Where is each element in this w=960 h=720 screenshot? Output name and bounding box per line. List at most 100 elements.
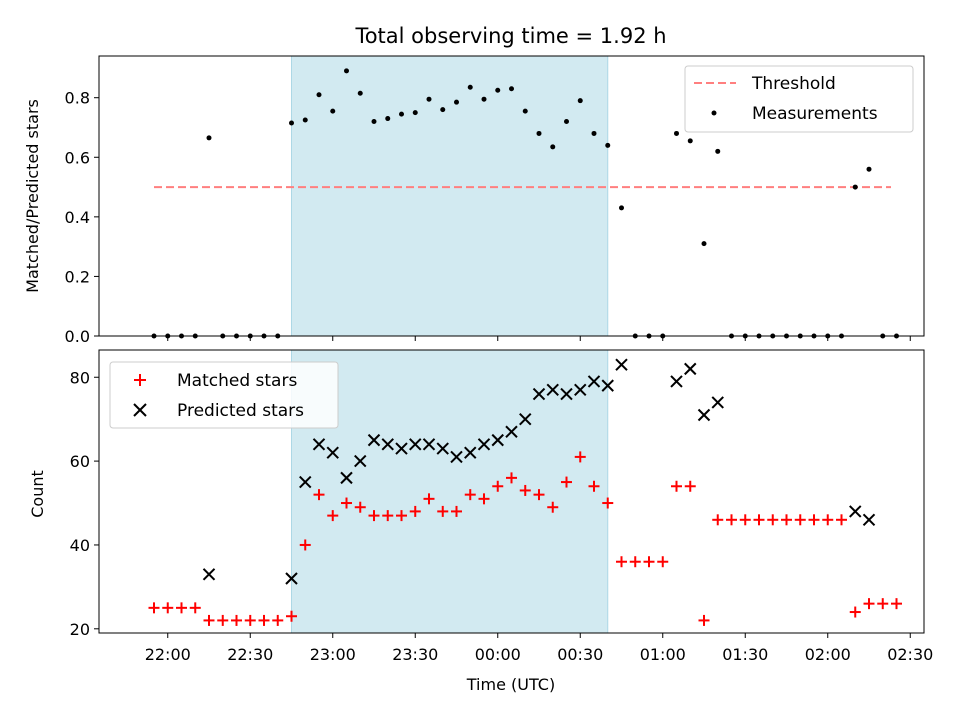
matched-star-point xyxy=(739,514,751,526)
legend-measurements-label: Measurements xyxy=(752,104,878,124)
measurement-point xyxy=(481,96,487,102)
x-tick-label: 02:30 xyxy=(887,645,933,664)
matched-star-point xyxy=(643,556,655,568)
predicted-star-point xyxy=(574,383,587,397)
matched-star-point xyxy=(478,493,490,505)
measurement-point xyxy=(564,119,569,125)
matched-star-point xyxy=(409,505,421,517)
predicted-star-point xyxy=(697,408,711,422)
predicted-star-point xyxy=(450,450,463,464)
bottom-ytick-label: 60 xyxy=(70,452,90,471)
top-ytick-label: 0.4 xyxy=(65,208,90,227)
predicted-star-point xyxy=(615,358,628,371)
matched-star-point xyxy=(244,614,256,626)
measurement-point xyxy=(412,110,418,116)
top-ytick-label: 0.6 xyxy=(65,148,90,167)
legend-threshold-label: Threshold xyxy=(751,74,836,94)
predicted-star-point xyxy=(395,442,408,455)
measurement-point xyxy=(687,138,693,144)
measurement-point xyxy=(371,119,377,125)
measurement-point xyxy=(852,184,858,190)
measurement-point xyxy=(522,108,528,114)
measurement-point xyxy=(701,241,707,247)
matched-star-point xyxy=(341,497,352,509)
predicted-star-point xyxy=(546,383,559,397)
predicted-star-point xyxy=(684,362,697,376)
bottom-y-axis-label: Count xyxy=(28,470,47,518)
matched-star-point xyxy=(561,476,572,488)
measurement-point xyxy=(715,148,721,154)
predicted-star-point xyxy=(354,454,367,468)
legend-predicted-label: Predicted stars xyxy=(177,401,304,421)
predicted-star-point xyxy=(862,513,876,527)
predicted-star-point xyxy=(381,438,394,451)
measurement-point xyxy=(385,116,391,122)
matched-star-point xyxy=(464,489,476,501)
bottom-plot-frame xyxy=(98,349,925,634)
matched-star-point xyxy=(313,489,325,501)
predicted-star-point xyxy=(711,396,724,409)
matched-star-point xyxy=(189,602,201,614)
measurement-point xyxy=(495,87,501,93)
matched-star-point xyxy=(258,614,270,626)
matched-star-point xyxy=(272,614,284,626)
predicted-star-point xyxy=(312,438,326,451)
measurement-point xyxy=(605,142,611,148)
matched-star-point xyxy=(712,514,724,526)
predicted-star-point xyxy=(491,433,504,447)
matched-star-point xyxy=(629,556,641,568)
x-tick-label: 22:00 xyxy=(145,645,191,664)
matched-star-point xyxy=(822,514,834,526)
legend-predicted-swatch xyxy=(133,403,147,417)
measurement-point xyxy=(577,98,583,104)
matched-star-point xyxy=(657,556,669,568)
measurement-point xyxy=(399,111,404,117)
top-y-axis-label: Matched/Predicted stars xyxy=(23,99,42,293)
top-ytick-label: 0.8 xyxy=(65,89,90,108)
matched-star-point xyxy=(217,614,229,626)
predicted-star-point xyxy=(560,387,573,401)
matched-star-point xyxy=(203,614,215,626)
matched-star-point xyxy=(781,514,792,526)
matched-star-point xyxy=(354,501,366,513)
matched-star-point xyxy=(299,539,311,551)
predicted-star-point xyxy=(202,568,216,581)
matched-star-point xyxy=(684,480,696,492)
top-panel: Total observing time = 1.92 h 0.0 0.2 0.4 0… xyxy=(23,24,925,346)
measurement-point xyxy=(619,205,624,211)
bottom-ytick-label: 20 xyxy=(70,620,90,639)
measurement-point xyxy=(536,130,542,136)
bottom-ytick-label: 40 xyxy=(70,536,90,555)
predicted-star-point xyxy=(340,471,353,485)
legend-measurements-swatch xyxy=(711,110,717,116)
bottom-ytick-label: 80 xyxy=(70,368,90,387)
measurement-point xyxy=(454,99,459,105)
matched-star-point xyxy=(574,451,586,463)
predicted-star-point xyxy=(422,438,436,451)
matched-star-point xyxy=(753,514,765,526)
measurement-point xyxy=(289,120,294,126)
top-plot-frame xyxy=(98,55,925,337)
matched-star-point xyxy=(176,602,187,614)
matched-star-point xyxy=(533,489,545,501)
predicted-star-point xyxy=(849,505,862,518)
legend-matched-label: Matched stars xyxy=(177,371,297,391)
matched-star-point xyxy=(808,514,820,526)
matched-star-point xyxy=(891,598,902,610)
measurement-point xyxy=(866,166,872,172)
measurement-point xyxy=(330,108,336,114)
bottom-panel: 20 40 60 80 22:00 22:30 23:00 23:30 00:00 00:30 0… xyxy=(28,349,933,694)
matched-star-point xyxy=(286,610,297,622)
matched-star-point xyxy=(671,480,682,492)
matched-star-point xyxy=(616,556,627,568)
matched-star-point xyxy=(231,614,242,626)
x-axis-label: Time (UTC) xyxy=(466,675,555,694)
matched-star-point xyxy=(698,614,710,626)
matched-star-point xyxy=(794,514,806,526)
measurement-point xyxy=(550,144,556,150)
matched-star-point xyxy=(492,480,504,492)
matched-star-point xyxy=(506,472,517,484)
x-tick-label: 00:30 xyxy=(557,645,603,664)
chart-title: Total observing time = 1.92 h xyxy=(354,24,666,48)
